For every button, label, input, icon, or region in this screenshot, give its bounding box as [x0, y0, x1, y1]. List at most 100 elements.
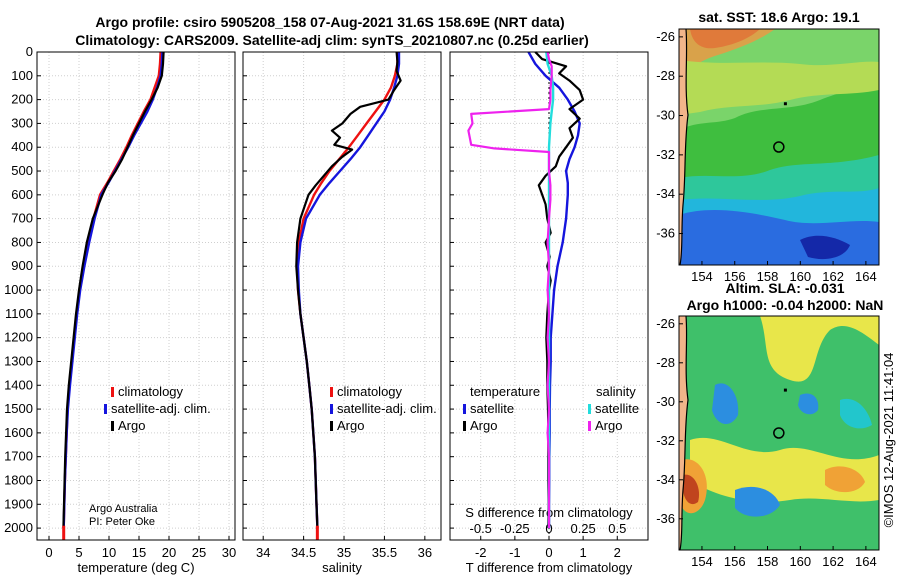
- map-x-tick-label: 164: [855, 269, 877, 284]
- map-y-tick-label: -32: [656, 433, 675, 448]
- plot-frame: [449, 51, 649, 541]
- x-tick-label: 35.5: [372, 545, 397, 560]
- map-y-tick-label: -36: [656, 226, 675, 241]
- y-tick-label: 1300: [4, 353, 33, 368]
- plot-frame: [36, 51, 236, 541]
- figure-title-line2: Climatology: CARS2009. Satellite-adj cli…: [75, 32, 589, 48]
- sla-blue-patch-2: [798, 393, 819, 415]
- legend-swatch-satellite: [104, 404, 107, 414]
- legend-salinity: climatology satellite-adj. clim. Argo: [330, 384, 437, 433]
- map-x-tick-label: 156: [724, 554, 746, 569]
- profile-location-marker: [773, 427, 785, 439]
- sla-orange-patch-1: [825, 466, 865, 493]
- legend-label-satellite: satellite-adj. clim.: [337, 401, 437, 416]
- legend-swatch-argo: [330, 421, 333, 431]
- x-tick-label: 0: [45, 545, 52, 560]
- legend-swatch-sal-argo: [588, 421, 591, 431]
- profile-location-marker: [773, 141, 785, 153]
- prev-profile-marker: [783, 102, 787, 106]
- map-y-tick-label: -34: [656, 186, 675, 201]
- x-tick-label: 34: [256, 545, 270, 560]
- figure-title-line1: Argo profile: csiro 5905208_158 07-Aug-2…: [95, 14, 564, 30]
- sst-map-title: sat. SST: 18.6 Argo: 19.1: [698, 9, 860, 25]
- legend-label-argo: Argo: [337, 418, 364, 433]
- sla-cyan-patch: [840, 398, 872, 429]
- x-tick-label: -2: [475, 545, 487, 560]
- sla-blue-patch-3: [735, 486, 780, 517]
- x-tick-label: -1: [509, 545, 521, 560]
- legend-sal-satellite: satellite: [595, 401, 639, 416]
- legend-swatch-sal-satellite: [588, 404, 591, 414]
- x-tick-label: 5: [75, 545, 82, 560]
- y-tick-label: 600: [11, 187, 33, 202]
- map-y-tick-label: -28: [656, 68, 675, 83]
- map-y-tick-label: -28: [656, 355, 675, 370]
- legend-label-satellite: satellite-adj. clim.: [111, 401, 211, 416]
- y-tick-label: 1000: [4, 282, 33, 297]
- y-tick-label: 1900: [4, 496, 33, 511]
- legend-swatch-argo: [111, 421, 114, 431]
- x-axis-label: T difference from climatology: [466, 560, 633, 575]
- map-x-tick-label: 154: [691, 269, 713, 284]
- map-y-tick-label: -26: [656, 29, 675, 44]
- s-tick-label: 0.25: [570, 521, 595, 536]
- y-tick-label: 700: [11, 211, 33, 226]
- map-x-tick-label: 158: [757, 269, 779, 284]
- imos-watermark: ©IMOS 12-Aug-2021 11:41:04: [881, 353, 896, 528]
- sst-map: [679, 29, 879, 265]
- plot-frame: [242, 51, 442, 541]
- y-tick-label: 0: [26, 44, 33, 59]
- sst-warm-patch: [690, 29, 760, 49]
- y-tick-label: 1800: [4, 472, 33, 487]
- y-tick-label: 1200: [4, 330, 33, 345]
- map-y-tick-label: -30: [656, 108, 675, 123]
- prev-profile-marker: [783, 388, 787, 392]
- x-tick-label: 25: [192, 545, 206, 560]
- series-line-argo: [62, 51, 165, 529]
- panel-salinity: 34 34.5 35 35.5 36 salinity: [242, 51, 442, 575]
- sla-map-title-line1: Altim. SLA: -0.031: [725, 280, 844, 296]
- y-tick-label: 300: [11, 115, 33, 130]
- x-tick-label: 34.5: [291, 545, 316, 560]
- series-line-salinity-argo: [467, 51, 553, 529]
- y-tick-label: 1100: [5, 306, 33, 321]
- y-tick-label: 200: [11, 92, 33, 107]
- y-tick-label: 1600: [4, 425, 33, 440]
- map-x-tick-label: 160: [789, 554, 811, 569]
- x-tick-label: 20: [162, 545, 176, 560]
- legend-swatch-temp-satellite: [463, 404, 466, 414]
- s-tick-label: 0: [545, 521, 552, 536]
- plot-background: [243, 52, 441, 540]
- y-tick-label: 1700: [4, 449, 33, 464]
- x-tick-label: 15: [132, 545, 146, 560]
- map-x-tick-label: 154: [691, 554, 713, 569]
- sla-map: [679, 316, 879, 550]
- legend-temperature: climatology satellite-adj. clim. Argo: [104, 384, 211, 433]
- y-tick-label: 400: [11, 139, 33, 154]
- sla-blue-patch-1: [712, 383, 739, 425]
- sst-frame: [678, 28, 880, 266]
- sla-red-patch: [683, 474, 700, 505]
- x-tick-label: 1: [580, 545, 587, 560]
- x-tick-label: 2: [614, 545, 621, 560]
- y-tick-label: 800: [11, 234, 33, 249]
- legend-swatch-climatology: [111, 387, 114, 397]
- map-x-tick-label: 156: [724, 269, 746, 284]
- sla-map-title-line2: Argo h1000: -0.04 h2000: NaN: [687, 297, 884, 313]
- y-tick-label: 500: [11, 163, 33, 178]
- map-y-tick-label: -30: [656, 394, 675, 409]
- s-tick-label: -0.5: [470, 521, 492, 536]
- x-axis-label: temperature (deg C): [77, 560, 194, 575]
- x-tick-label: 0: [545, 545, 552, 560]
- s-tick-label: -0.25: [500, 521, 530, 536]
- map-x-tick-label: 162: [822, 269, 844, 284]
- credit-line1: Argo Australia: [89, 503, 158, 515]
- x-tick-label: 36: [418, 545, 432, 560]
- bottom-marker: [315, 525, 319, 540]
- y-tick-label: 1400: [4, 377, 33, 392]
- sla-yellow-band-1: [760, 316, 879, 382]
- legend-sal-title: salinity: [596, 384, 636, 399]
- map-y-tick-label: -26: [656, 316, 675, 331]
- map-x-tick-label: 158: [757, 554, 779, 569]
- x-tick-label: 35: [337, 545, 351, 560]
